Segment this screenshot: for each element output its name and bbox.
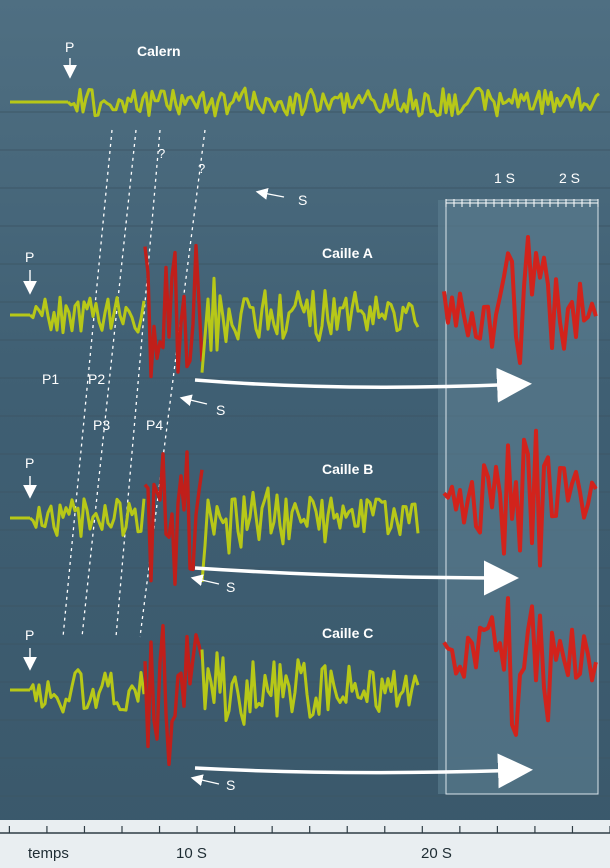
s-label-caille-b: S <box>226 579 235 595</box>
s-pointer-3 <box>190 774 220 787</box>
phase-label-p1: P1 <box>42 371 59 387</box>
x-tick-label-20: 20 S <box>421 845 452 862</box>
s-transfer-arrow-1 <box>194 560 519 596</box>
unknown-phase-label-2: ? <box>198 161 205 176</box>
x-axis-minor-ticks <box>8 826 610 833</box>
phase-label-p2: P2 <box>88 371 105 387</box>
phase-line-3 <box>115 129 161 638</box>
inset-zoom-traces <box>442 235 598 737</box>
p-label-calern: P <box>65 39 74 55</box>
s-pointer-1 <box>179 394 208 407</box>
trace-calern <box>66 86 600 118</box>
station-label-caille-c: Caille C <box>322 625 373 641</box>
station-label-caille-a: Caille A <box>322 245 373 261</box>
unknown-phase-label-1: ? <box>158 146 165 161</box>
p-label-caille-b: P <box>25 455 34 471</box>
s-transfer-arrow-2 <box>194 753 533 789</box>
trace-caille-b-coda <box>200 486 420 583</box>
inset-trace-b <box>442 428 598 568</box>
phase-correlation-lines <box>23 58 206 671</box>
trace-caille-c-red <box>143 624 204 767</box>
trace-caille-c-coda <box>200 649 420 726</box>
x-tick-label-10: 10 S <box>176 845 207 862</box>
time-axis-bar <box>0 820 610 868</box>
trace-caille-c-green <box>28 668 146 714</box>
trace-caille-a-green <box>29 295 146 335</box>
s-pointer-2 <box>190 574 220 587</box>
p-label-caille-c: P <box>25 627 34 643</box>
s-wave-arrows <box>179 187 533 789</box>
s-transfer-arrow-0 <box>194 367 532 403</box>
phase-line-1 <box>62 129 113 638</box>
inset-trace-c <box>442 596 598 737</box>
s-label-caille-a: S <box>216 402 225 418</box>
station-label-calern: Calern <box>137 43 181 59</box>
x-axis: temps 10 S 20 S <box>0 826 610 862</box>
trace-caille-a-red <box>143 243 204 379</box>
x-axis-title: temps <box>28 845 69 862</box>
inset-tick-label-2s: 2 S <box>559 170 580 186</box>
trace-caille-a-coda <box>200 276 420 373</box>
inset-trace-a <box>442 235 598 365</box>
s-label-calern: S <box>298 192 307 208</box>
inset-tick-label-1s: 1 S <box>494 170 515 186</box>
phase-label-p3: P3 <box>93 417 110 433</box>
p-label-caille-a: P <box>25 249 34 265</box>
phase-line-4 <box>139 129 206 638</box>
s-pointer-0 <box>255 187 285 200</box>
phase-label-p4: P4 <box>146 417 163 433</box>
station-label-caille-b: Caille B <box>322 461 373 477</box>
s-label-caille-c: S <box>226 777 235 793</box>
phase-line-2 <box>81 129 137 638</box>
inset-time-scale: 1 S 2 S <box>445 170 599 207</box>
trace-caille-b-red <box>143 450 204 586</box>
trace-caille-b-green <box>29 497 146 538</box>
seismic-traces <box>10 86 600 767</box>
text-labels: Calern Caille A Caille B Caille C P P P … <box>25 39 373 793</box>
